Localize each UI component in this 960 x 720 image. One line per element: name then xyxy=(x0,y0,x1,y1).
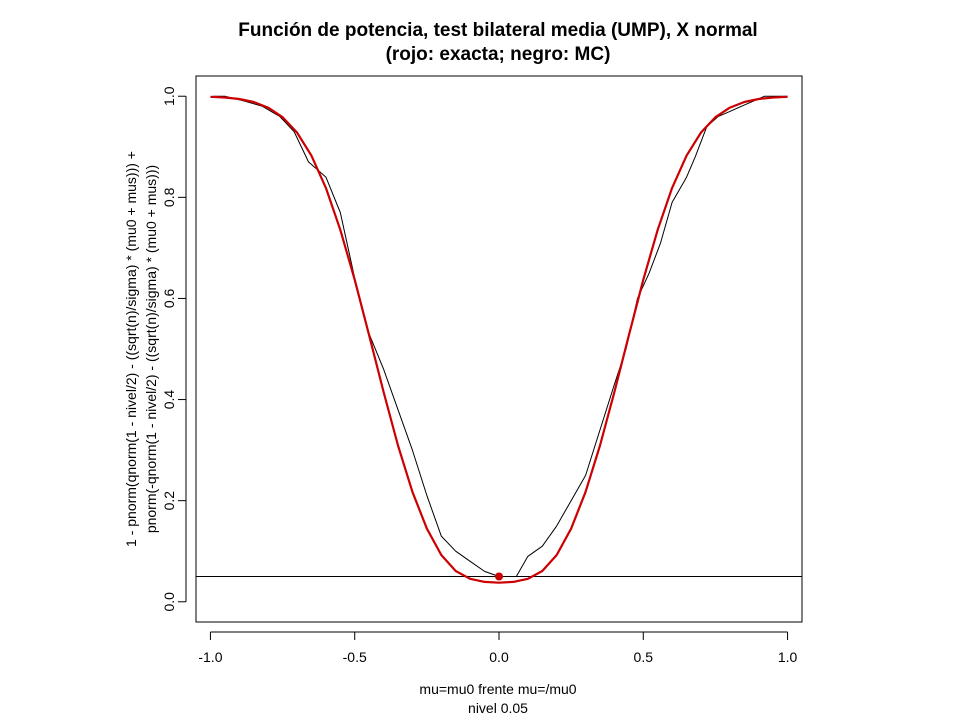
x-tick-label: 0.5 xyxy=(634,649,654,665)
y-tick-label: 0.6 xyxy=(161,289,177,309)
y-tick-label: 1.0 xyxy=(161,86,177,106)
chart-subtitle: (rojo: exacta; negro: MC) xyxy=(386,44,611,65)
y-tick-label: 0.2 xyxy=(161,491,177,511)
x-axis: -1.0 -0.5 0.0 0.5 1.0 xyxy=(198,631,798,665)
y-tick-label: 0.4 xyxy=(161,390,177,410)
y-axis: 0.0 0.2 0.4 0.6 0.8 1.0 xyxy=(161,86,187,612)
y-tick-label: 0.0 xyxy=(161,592,177,612)
y-tick-label: 0.8 xyxy=(161,187,177,207)
x-tick-label: 0.0 xyxy=(489,649,509,665)
monte-carlo-power-curve xyxy=(213,95,788,577)
x-axis-label-line2: nivel 0.05 xyxy=(468,700,528,716)
series-layer xyxy=(210,95,788,584)
plot-frame xyxy=(195,75,803,623)
y-axis-label-line1: 1 - pnorm(qnorm(1 - nivel/2) - ((sqrt(n)… xyxy=(123,151,139,547)
null-hypothesis-marker xyxy=(495,572,503,581)
x-axis-label-line1: mu=mu0 frente mu=/mu0 xyxy=(419,681,576,697)
y-axis-label-line2: pnorm(-qnorm(1 - nivel/2) - ((sqrt(n)/si… xyxy=(143,165,159,533)
x-tick-label: -1.0 xyxy=(198,649,222,665)
chart-title: Función de potencia, test bilateral medi… xyxy=(238,20,757,41)
x-tick-label: -0.5 xyxy=(343,649,367,665)
x-tick-label: 1.0 xyxy=(778,649,798,665)
exact-power-curve xyxy=(210,95,788,584)
